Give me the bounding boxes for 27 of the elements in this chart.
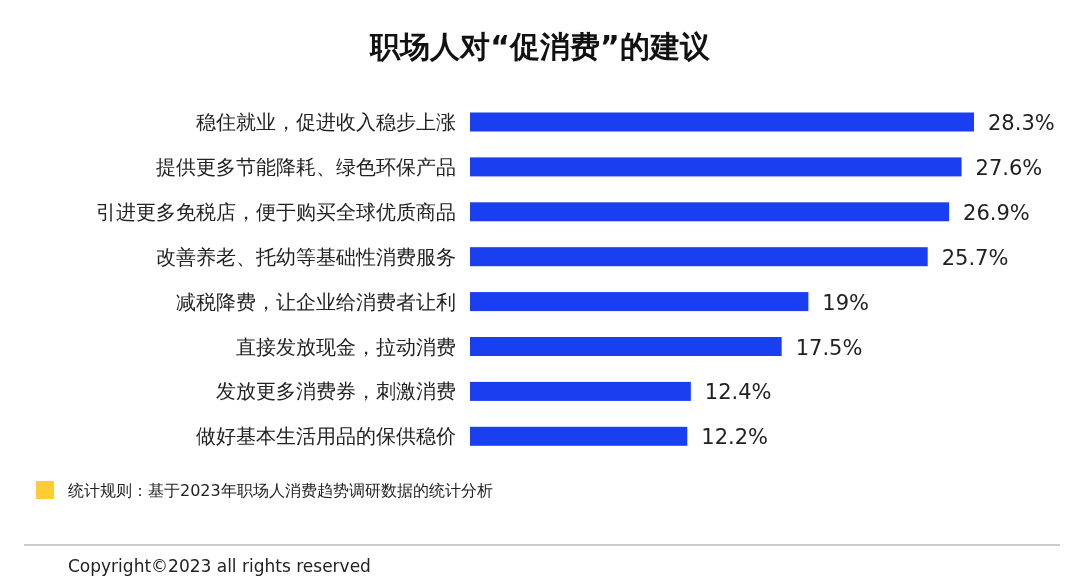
y-tick-label: 做好基本生活用品的保供稳价: [196, 424, 456, 449]
y-tick-label: 引进更多免税店，便于购买全球优质商品: [96, 199, 456, 224]
data-label: 19%: [822, 290, 870, 315]
bar: [470, 202, 950, 222]
bar: [470, 247, 928, 267]
data-label: 28.3%: [988, 111, 1055, 135]
bar: [470, 292, 809, 312]
bar: [470, 157, 962, 177]
y-tick-label: 提供更多节能降耗、绿色环保产品: [156, 154, 456, 179]
y-tick-label: 直接发放现金，拉动消费: [236, 334, 456, 359]
data-label: 17.5%: [795, 335, 863, 360]
bar: [470, 381, 691, 401]
chart-title: 职场人对“促消费”的建议: [369, 29, 711, 64]
bar: [470, 112, 974, 132]
data-label: 27.6%: [975, 155, 1043, 180]
y-tick-label: 发放更多消费券，刺激消费: [216, 379, 456, 404]
bar: [470, 426, 688, 446]
data-label: 26.9%: [963, 200, 1030, 225]
y-tick-label: 改善养老、托幼等基础性消费服务: [156, 244, 456, 269]
data-label: 12.2%: [701, 425, 768, 450]
y-tick-label: 减税降费，让企业给消费者让利: [176, 289, 456, 314]
bar: [470, 337, 782, 356]
data-label: 25.7%: [941, 245, 1009, 270]
text: 统计规则：基于2023年职场人消费趋势调研数据的统计分析: [68, 481, 493, 500]
y-tick-label: 稳住就业，促进收入稳步上涨: [196, 110, 456, 134]
text: Copyright©2023 all rights reserved: [68, 556, 371, 576]
data-label: 12.4%: [704, 380, 772, 405]
